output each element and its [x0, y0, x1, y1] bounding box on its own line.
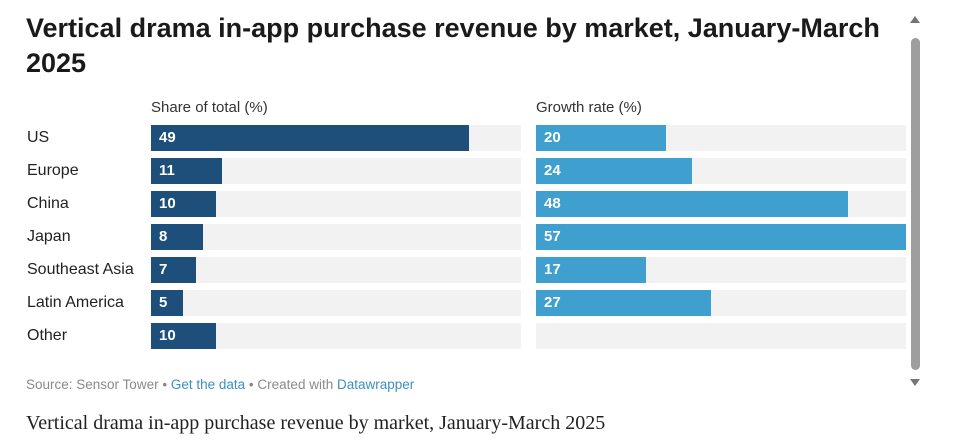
row-label: US [27, 129, 50, 146]
source-line: Source: Sensor Tower • Get the data • Cr… [26, 377, 414, 392]
row-label: Southeast Asia [27, 261, 134, 278]
growth-bar: 27 [536, 290, 711, 316]
growth-bar-track: 57 [536, 224, 906, 250]
figure-caption: Vertical drama in-app purchase revenue b… [26, 412, 606, 434]
bar-value-label: 48 [544, 195, 561, 212]
growth-bar: 17 [536, 257, 646, 283]
share-bar: 8 [151, 224, 203, 250]
bar-value-label: 10 [159, 195, 176, 212]
growth-bar: 20 [536, 125, 666, 151]
growth-bar-track [536, 323, 906, 349]
row-label: Latin America [27, 294, 124, 311]
share-bar-track: 5 [151, 290, 521, 316]
source-text: Source: Sensor Tower [26, 377, 159, 392]
bar-value-label: 5 [159, 294, 168, 311]
share-bar: 10 [151, 191, 216, 217]
row-label: Europe [27, 162, 79, 179]
share-bar-track: 8 [151, 224, 521, 250]
growth-bar-track: 24 [536, 158, 906, 184]
bar-value-label: 8 [159, 228, 168, 245]
datawrapper-link[interactable]: Datawrapper [336, 377, 415, 392]
share-bar-track: 49 [151, 125, 521, 151]
created-with-text: Created with [257, 377, 334, 392]
growth-bar: 57 [536, 224, 906, 250]
growth-bar-track: 20 [536, 125, 906, 151]
growth-bar: 48 [536, 191, 848, 217]
bar-value-label: 10 [159, 327, 176, 344]
column-header-share: Share of total (%) [151, 99, 268, 116]
growth-bar: 24 [536, 158, 692, 184]
share-bar: 11 [151, 158, 222, 184]
row-label: Japan [27, 228, 71, 245]
separator: • [248, 377, 254, 392]
separator: • [162, 377, 168, 392]
row-label: China [27, 195, 69, 212]
share-bar: 49 [151, 125, 469, 151]
row-label: Other [27, 327, 68, 344]
bar-value-label: 7 [159, 261, 168, 278]
share-bar: 7 [151, 257, 196, 283]
get-data-link[interactable]: Get the data [170, 377, 246, 392]
scroll-up-arrow-icon[interactable] [910, 16, 920, 23]
share-bar-track: 7 [151, 257, 521, 283]
bar-value-label: 57 [544, 228, 561, 245]
growth-bar-track: 48 [536, 191, 906, 217]
bar-value-label: 24 [544, 162, 561, 179]
share-bar-track: 10 [151, 323, 521, 349]
bar-value-label: 20 [544, 129, 561, 146]
bar-value-label: 27 [544, 294, 561, 311]
share-bar-track: 11 [151, 158, 521, 184]
bar-value-label: 11 [159, 162, 175, 179]
scrollbar-thumb[interactable] [911, 38, 920, 370]
growth-bar-track: 17 [536, 257, 906, 283]
bar-value-label: 49 [159, 129, 176, 146]
scroll-down-arrow-icon[interactable] [910, 379, 920, 386]
bar-value-label: 17 [544, 261, 561, 278]
column-header-growth: Growth rate (%) [536, 99, 642, 116]
share-bar: 10 [151, 323, 216, 349]
growth-bar-track: 27 [536, 290, 906, 316]
chart-title: Vertical drama in-app purchase revenue b… [26, 13, 880, 78]
share-bar: 5 [151, 290, 183, 316]
share-bar-track: 10 [151, 191, 521, 217]
